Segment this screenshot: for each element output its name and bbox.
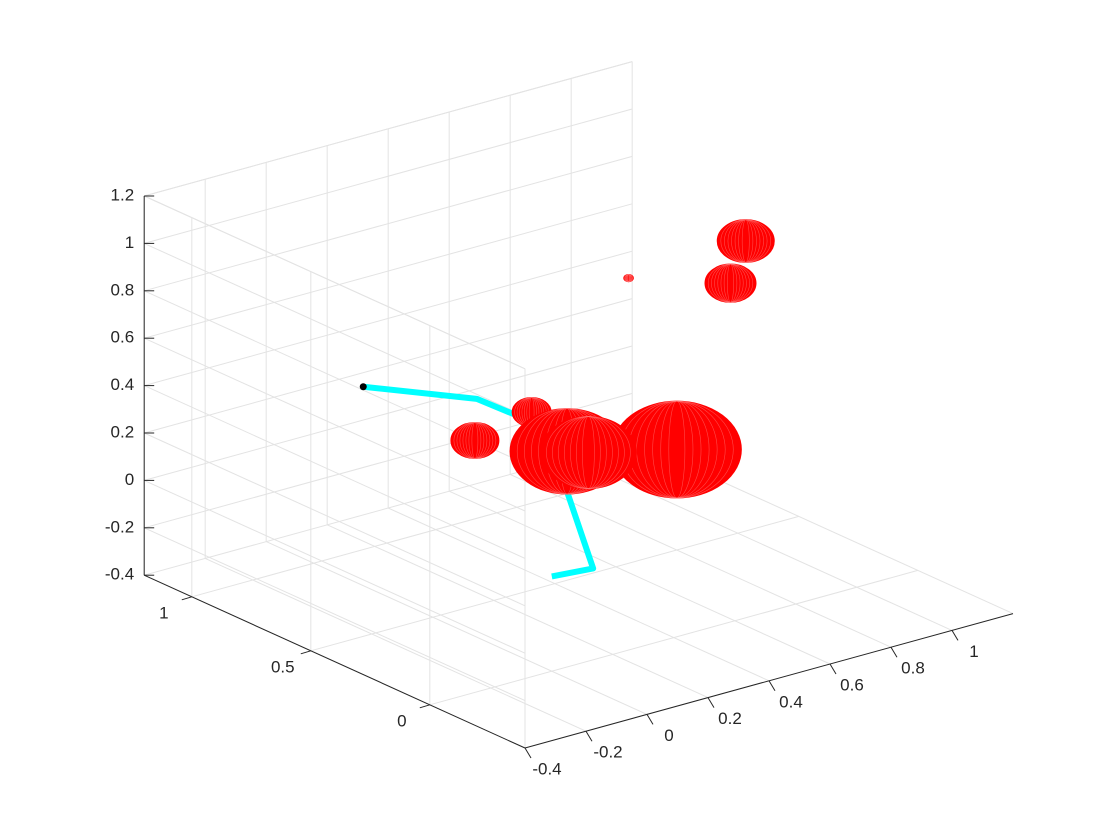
sphere bbox=[716, 219, 775, 263]
grid-line bbox=[143, 479, 526, 654]
z-tick-label: 0 bbox=[125, 470, 134, 489]
z-tick-label: 0.4 bbox=[111, 375, 135, 394]
y-tick-label: 0 bbox=[397, 711, 406, 730]
sphere bbox=[623, 274, 634, 283]
grid-line bbox=[143, 385, 526, 559]
sphere bbox=[704, 263, 757, 303]
y-axis bbox=[143, 574, 526, 749]
grid-line bbox=[143, 432, 526, 607]
y-tick bbox=[300, 650, 311, 655]
x-tick bbox=[524, 747, 532, 759]
grid-line bbox=[144, 250, 633, 387]
z-tick-label: -0.4 bbox=[105, 565, 134, 584]
y-tick bbox=[181, 596, 192, 601]
sphere-mesh bbox=[546, 416, 631, 489]
x-tick-label: 0 bbox=[664, 726, 673, 745]
grid-line bbox=[326, 524, 709, 699]
x-tick bbox=[829, 663, 837, 675]
x-tick bbox=[646, 714, 654, 725]
z-tick-label: 1 bbox=[125, 233, 134, 252]
sphere-body bbox=[704, 263, 757, 303]
x-tick-label: 0.2 bbox=[718, 709, 742, 728]
grid-line bbox=[144, 155, 633, 292]
x-tick-label: 1 bbox=[969, 642, 978, 661]
grid-line bbox=[265, 541, 648, 715]
y-tick bbox=[419, 704, 430, 709]
sphere-mesh bbox=[624, 274, 634, 283]
grid-line bbox=[143, 337, 526, 512]
x-tick-label: -0.4 bbox=[532, 759, 561, 778]
grid-line bbox=[448, 490, 831, 665]
x-tick bbox=[890, 646, 898, 658]
x-tick bbox=[951, 630, 959, 641]
grid-line bbox=[387, 507, 770, 682]
x-tick-label: 0.8 bbox=[901, 659, 925, 678]
x-tick-label: 0.6 bbox=[840, 675, 864, 694]
x-tick-label: 0.4 bbox=[779, 692, 803, 711]
grid-line bbox=[204, 557, 587, 732]
z-tick-label: -0.2 bbox=[105, 517, 134, 536]
z-tick-label: 1.2 bbox=[111, 185, 135, 204]
x-tick bbox=[707, 697, 715, 708]
sphere-mesh bbox=[453, 422, 497, 459]
grid-line bbox=[310, 515, 799, 652]
grid-line bbox=[143, 527, 526, 702]
grid-line bbox=[144, 345, 633, 481]
box-edge bbox=[143, 195, 526, 370]
grid-line bbox=[570, 457, 953, 631]
arm-end bbox=[359, 383, 367, 391]
grid-line bbox=[429, 569, 918, 706]
x-tick bbox=[585, 730, 593, 742]
z-tick-label: 0.6 bbox=[111, 328, 135, 347]
x-tick-label: -0.2 bbox=[593, 743, 622, 762]
sphere-body bbox=[539, 416, 637, 490]
grid-line bbox=[144, 298, 633, 434]
sphere-mesh bbox=[720, 219, 771, 263]
z-tick-label: 0.8 bbox=[111, 280, 135, 299]
box-edge bbox=[144, 61, 633, 197]
sphere bbox=[539, 416, 637, 490]
x-tick bbox=[768, 680, 776, 692]
grid-line bbox=[144, 108, 633, 244]
y-tick-label: 0.5 bbox=[271, 657, 295, 676]
y-tick-label: 1 bbox=[159, 603, 168, 622]
grid-line bbox=[144, 203, 633, 339]
sphere-body bbox=[716, 219, 775, 263]
grid-line bbox=[143, 242, 526, 417]
sphere-mesh bbox=[707, 263, 754, 303]
sphere-body bbox=[450, 421, 500, 459]
z-tick-label: 0.2 bbox=[111, 422, 135, 441]
sphere bbox=[450, 421, 500, 459]
